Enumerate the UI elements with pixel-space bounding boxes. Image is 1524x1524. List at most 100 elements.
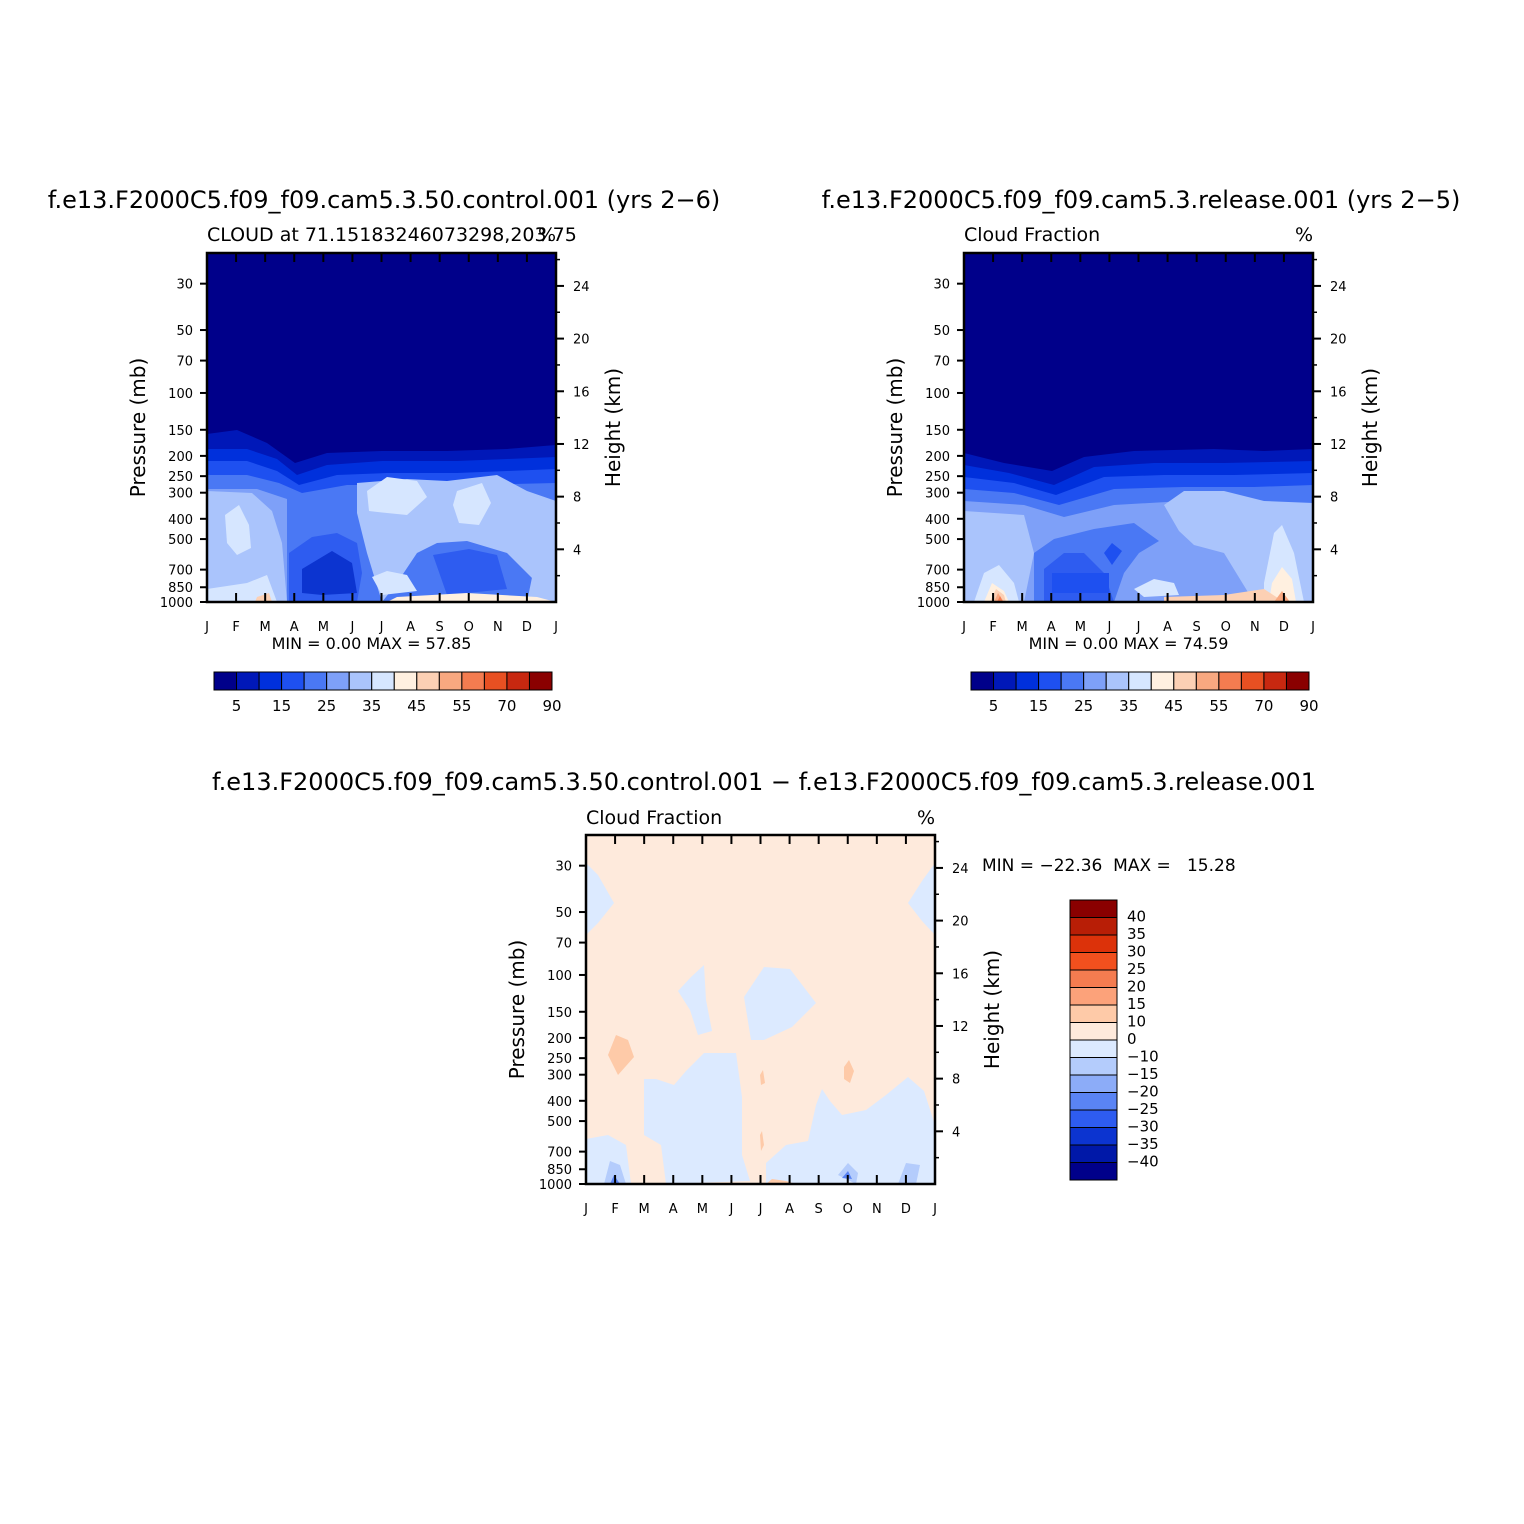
colorbar-label: 15 xyxy=(1127,995,1146,1013)
y-tick-label: 850 xyxy=(168,581,193,596)
colorbar-box xyxy=(1105,671,1130,691)
y-axis-title: Pressure (mb) xyxy=(126,358,150,498)
y-right-tick-label: 8 xyxy=(573,491,581,506)
colorbar-label: 40 xyxy=(1127,908,1146,926)
colorbar-box xyxy=(1060,671,1085,691)
colorbar-label: 5 xyxy=(989,697,999,715)
x-tick-label: D xyxy=(1279,620,1289,635)
colorbar-box xyxy=(258,671,283,691)
y-axis-title: Pressure (mb) xyxy=(883,358,907,498)
colorbar-box xyxy=(1069,1127,1118,1146)
colorbar-label: −10 xyxy=(1127,1048,1159,1066)
x-tick-label: J xyxy=(349,620,354,635)
x-tick-label: F xyxy=(611,1202,618,1217)
x-tick-label: A xyxy=(1047,620,1056,635)
contour-band xyxy=(760,1070,765,1085)
x-tick-label: N xyxy=(1250,620,1260,635)
colorbar-label: 45 xyxy=(407,697,426,715)
x-tick-label: J xyxy=(583,1202,588,1217)
axes: J F M A M J J A S O N D J 30 50 70 100 150 200 250 300 400 500… xyxy=(883,251,1382,653)
minmax-stats: MIN = 0.00 MAX = 74.59 xyxy=(1029,634,1229,653)
y-tick-label: 250 xyxy=(925,470,950,485)
y-right-tick-label: 12 xyxy=(952,1020,969,1035)
x-tick-label: J xyxy=(932,1202,937,1217)
x-tick-label: S xyxy=(436,620,444,635)
y-tick-label: 70 xyxy=(176,355,193,370)
y-tick-label: 50 xyxy=(555,906,572,921)
x-tick-label: J xyxy=(728,1202,733,1217)
plot-area xyxy=(964,253,1313,602)
colorbar-box xyxy=(1069,1074,1118,1093)
colorbar-box xyxy=(371,671,395,691)
y-tick-label: 30 xyxy=(555,860,572,875)
colorbar-box xyxy=(1069,917,1118,936)
y-tick-label: 500 xyxy=(925,533,950,548)
panel-subtitle: Cloud Fraction xyxy=(964,224,1100,246)
contour-band xyxy=(302,551,357,595)
panel-release: f.e13.F2000C5.f09_f09.cam5.3.release.001… xyxy=(822,186,1461,715)
panel-control: f.e13.F2000C5.f09_f09.cam5.3.50.control.… xyxy=(48,186,721,715)
contour-band xyxy=(527,551,556,602)
colorbar-box xyxy=(528,671,553,691)
colorbar-label: 15 xyxy=(1029,697,1048,715)
y-tick-label: 200 xyxy=(168,450,193,465)
colorbar-box xyxy=(1069,1057,1118,1076)
y-tick-label: 700 xyxy=(168,564,193,579)
colorbar-box xyxy=(1069,1092,1118,1111)
colorbar-box xyxy=(438,671,463,691)
y-tick-label: 300 xyxy=(925,487,950,502)
x-tick-label: J xyxy=(204,620,209,635)
units-label: % xyxy=(917,807,935,829)
y-right-tick-label: 8 xyxy=(952,1073,960,1088)
y-right-axis-title: Height (km) xyxy=(601,368,625,487)
x-tick-label: S xyxy=(1193,620,1201,635)
units-label: % xyxy=(538,224,556,246)
colorbar-box xyxy=(1069,1162,1118,1181)
panel-subtitle: CLOUD at 71.15183246073298,203.75 xyxy=(207,224,577,246)
y-right-tick-label: 4 xyxy=(573,543,581,558)
x-tick-label: N xyxy=(493,620,503,635)
panel-title: f.e13.F2000C5.f09_f09.cam5.3.release.001… xyxy=(822,186,1461,214)
colorbar-box xyxy=(1069,952,1118,971)
colorbar-label: −15 xyxy=(1127,1065,1159,1083)
y-right-tick-label: 20 xyxy=(573,333,590,348)
x-tick-label: A xyxy=(406,620,415,635)
y-right-tick-label: 20 xyxy=(1330,333,1347,348)
colorbar-label: 70 xyxy=(497,697,516,715)
x-tick-label: O xyxy=(1221,620,1231,635)
x-tick-label: J xyxy=(961,620,966,635)
contour-band xyxy=(608,1035,634,1075)
y-tick-label: 1000 xyxy=(917,596,950,611)
contour-band xyxy=(760,1131,764,1151)
colorbar-label: −25 xyxy=(1127,1100,1159,1118)
y-right-tick-label: 8 xyxy=(1330,491,1338,506)
x-tick-label: J xyxy=(758,1202,763,1217)
minmax-stats: MIN = 0.00 MAX = 57.85 xyxy=(272,634,472,653)
y-right-tick-label: 16 xyxy=(952,967,969,982)
y-tick-label: 400 xyxy=(547,1095,572,1110)
colorbar-box xyxy=(1069,1039,1118,1058)
x-tick-label: D xyxy=(522,620,532,635)
y-tick-label: 250 xyxy=(168,470,193,485)
axes: J F M A M J J A S O N D J 30 50 70 100 150 200 250 300 400 500… xyxy=(126,251,625,653)
y-tick-label: 250 xyxy=(547,1052,572,1067)
colorbar-box xyxy=(1150,671,1175,691)
colorbar-box xyxy=(1195,671,1220,691)
colorbar-box xyxy=(1069,1109,1118,1128)
colorbar-box xyxy=(483,671,508,691)
plot-area xyxy=(586,835,935,1184)
x-tick-label: F xyxy=(989,620,996,635)
contour-band xyxy=(372,571,417,595)
colorbar-label: 90 xyxy=(542,697,561,715)
colorbar-label: −40 xyxy=(1127,1153,1159,1171)
colorbar-box xyxy=(1069,987,1118,1006)
colorbar-box xyxy=(1263,671,1287,691)
colorbar-box xyxy=(506,671,530,691)
colorbar-box xyxy=(1083,671,1107,691)
colorbar-box xyxy=(281,671,305,691)
colorbar-box xyxy=(1038,671,1062,691)
colorbar-label: 10 xyxy=(1127,1013,1146,1031)
colorbar-box xyxy=(993,671,1017,691)
colorbar-label: 45 xyxy=(1164,697,1183,715)
